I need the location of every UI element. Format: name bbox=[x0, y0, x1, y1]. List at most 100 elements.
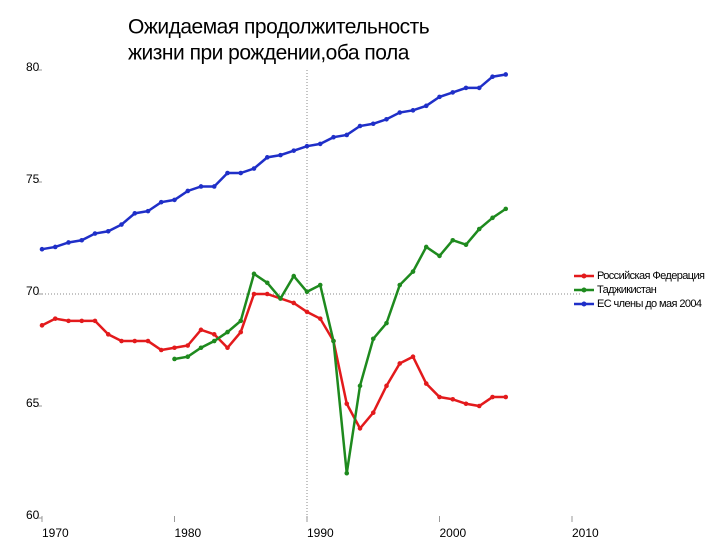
data-point bbox=[304, 309, 310, 315]
data-point bbox=[79, 318, 85, 324]
data-point bbox=[291, 273, 297, 279]
legend-marker bbox=[581, 301, 587, 307]
x-tick-label: 2010 bbox=[572, 526, 599, 540]
data-point bbox=[278, 296, 283, 301]
data-point bbox=[437, 94, 442, 100]
data-point bbox=[172, 197, 177, 203]
data-point bbox=[119, 222, 124, 227]
data-point bbox=[476, 403, 482, 409]
data-point bbox=[423, 103, 429, 109]
data-point bbox=[52, 244, 58, 250]
data-point bbox=[476, 226, 482, 232]
x-tick-label: 2000 bbox=[440, 526, 467, 540]
data-point bbox=[185, 343, 191, 348]
y-tick-label: 60 bbox=[26, 508, 40, 522]
data-point bbox=[264, 291, 270, 297]
data-point bbox=[397, 282, 403, 288]
data-point bbox=[238, 170, 244, 176]
data-point bbox=[503, 394, 509, 400]
data-point bbox=[317, 316, 323, 321]
data-point bbox=[198, 184, 204, 189]
data-point bbox=[503, 72, 509, 77]
y-tick-label: 65 bbox=[26, 396, 40, 410]
data-point bbox=[490, 215, 495, 221]
data-point bbox=[370, 336, 376, 342]
data-point bbox=[410, 354, 416, 360]
data-point bbox=[463, 242, 469, 248]
series-line bbox=[41, 292, 506, 431]
data-point bbox=[198, 345, 204, 351]
data-point bbox=[304, 143, 310, 149]
y-tick-label: 80 bbox=[26, 60, 40, 74]
data-point bbox=[357, 426, 363, 431]
data-point bbox=[66, 240, 71, 245]
legend-marker bbox=[581, 287, 587, 293]
data-point bbox=[410, 269, 416, 274]
x-tick-label: 1990 bbox=[307, 526, 334, 540]
data-point bbox=[211, 338, 217, 344]
data-point bbox=[39, 246, 45, 252]
data-point bbox=[264, 155, 270, 160]
data-point bbox=[225, 345, 230, 351]
chart-title: Ожидаемая продолжительность bbox=[128, 16, 430, 39]
data-point bbox=[370, 410, 376, 416]
data-point bbox=[92, 318, 98, 324]
data-point bbox=[357, 383, 363, 389]
data-point bbox=[423, 244, 429, 250]
x-tick-label: 1980 bbox=[175, 526, 202, 540]
data-point bbox=[145, 338, 151, 344]
data-point bbox=[158, 199, 164, 205]
data-point bbox=[437, 253, 442, 259]
y-tick-label: 70 bbox=[26, 284, 40, 298]
data-point bbox=[384, 116, 389, 122]
data-point bbox=[251, 291, 257, 297]
data-point bbox=[172, 345, 177, 351]
data-point bbox=[304, 289, 310, 295]
data-point bbox=[463, 401, 469, 407]
data-point bbox=[344, 401, 350, 407]
data-point bbox=[503, 206, 509, 212]
data-point bbox=[92, 231, 98, 236]
y-tick-label: 75 bbox=[26, 172, 40, 186]
data-point bbox=[79, 237, 85, 243]
data-point bbox=[410, 108, 416, 113]
data-point bbox=[450, 90, 456, 95]
data-point bbox=[397, 110, 403, 115]
data-point bbox=[145, 208, 151, 214]
data-point bbox=[52, 316, 58, 321]
data-point bbox=[370, 121, 376, 127]
data-point bbox=[384, 320, 389, 326]
data-point bbox=[463, 85, 469, 91]
data-point bbox=[198, 327, 204, 333]
data-point bbox=[490, 74, 495, 80]
data-point bbox=[119, 338, 124, 344]
data-point bbox=[437, 394, 442, 400]
data-point bbox=[423, 381, 429, 386]
data-point bbox=[357, 123, 363, 129]
data-point bbox=[238, 318, 244, 324]
data-point bbox=[105, 332, 111, 337]
chart-title: жизни при рождении,оба пола bbox=[128, 42, 410, 65]
data-point bbox=[66, 318, 71, 324]
data-point bbox=[344, 470, 350, 476]
legend-marker bbox=[581, 273, 587, 279]
data-point bbox=[490, 394, 495, 400]
data-point bbox=[476, 85, 482, 91]
data-point bbox=[264, 280, 270, 286]
legend-label: ЕС члены до мая 2004 bbox=[597, 298, 702, 310]
data-point bbox=[211, 184, 217, 189]
x-tick-label: 1970 bbox=[42, 526, 69, 540]
data-point bbox=[225, 170, 230, 176]
data-point bbox=[238, 329, 244, 335]
series-line bbox=[41, 73, 506, 251]
data-point bbox=[158, 347, 164, 353]
data-point bbox=[39, 323, 45, 328]
data-point bbox=[291, 148, 297, 153]
data-point bbox=[251, 166, 257, 171]
series-line bbox=[174, 207, 507, 474]
data-point bbox=[132, 338, 138, 344]
data-point bbox=[450, 237, 456, 243]
data-point bbox=[344, 132, 350, 138]
data-point bbox=[225, 329, 230, 335]
